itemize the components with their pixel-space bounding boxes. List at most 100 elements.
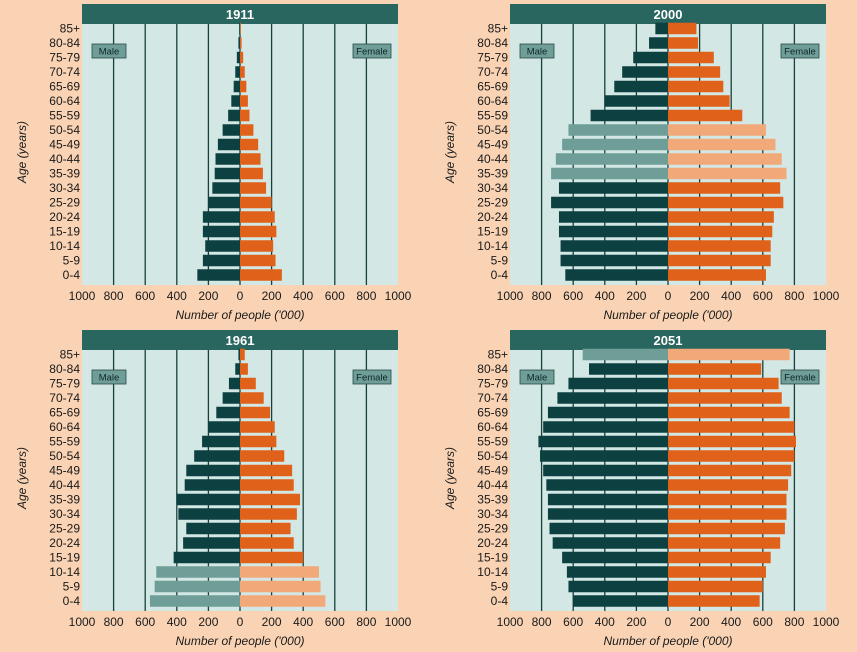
age-group-label: 30-34: [49, 507, 80, 521]
x-tick-label: 1000: [385, 289, 412, 303]
age-group-label: 65-69: [49, 406, 80, 420]
age-group-label: 30-34: [477, 507, 508, 521]
x-tick-label: 1000: [497, 289, 524, 303]
bar-male-15-19: [562, 551, 668, 564]
x-tick-label: 1000: [385, 615, 412, 629]
bar-female-65-69: [668, 80, 724, 93]
y-axis-label: Age (years): [15, 447, 29, 510]
bar-female-80-84: [668, 363, 762, 375]
female-label-box: [780, 369, 820, 385]
bar-male-70-74: [622, 66, 668, 78]
age-group-label: 65-69: [49, 80, 80, 94]
bar-female-85+: [668, 348, 790, 361]
male-label: Male: [99, 373, 120, 384]
bar-female-65-69: [240, 80, 247, 93]
bar-female-80-84: [668, 37, 699, 49]
bar-female-15-19: [240, 225, 277, 238]
x-axis-label: Number of people ('000): [175, 308, 304, 322]
age-group-label: 15-19: [49, 225, 80, 239]
age-group-label: 65-69: [477, 406, 508, 420]
bar-female-60-64: [240, 95, 248, 107]
age-group-label: 30-34: [477, 181, 508, 195]
bar-male-40-44: [184, 479, 240, 491]
female-label: Female: [356, 373, 388, 384]
bar-female-25-29: [668, 522, 785, 535]
bar-male-5-9: [568, 580, 668, 593]
pyramid-panel-1961: 1961 0-4 5-9 10-14 15-19 20-24 25-29 30-34 35-39…: [0, 326, 428, 652]
bar-male-25-29: [208, 196, 240, 209]
age-group-label: 10-14: [49, 565, 80, 579]
bar-male-80-84: [649, 37, 668, 49]
age-group-label: 0-4: [491, 594, 509, 608]
age-group-label: 80-84: [477, 362, 508, 376]
bar-female-10-14: [240, 566, 319, 578]
age-group-label: 10-14: [49, 239, 80, 253]
x-tick-label: 800: [104, 289, 124, 303]
bar-male-40-44: [546, 479, 668, 491]
bar-female-60-64: [668, 95, 730, 107]
bar-female-5-9: [240, 580, 321, 593]
bar-female-0-4: [668, 595, 760, 607]
bar-female-20-24: [240, 211, 275, 223]
bar-female-45-49: [240, 138, 259, 151]
age-group-label: 25-29: [49, 522, 80, 536]
bar-male-85+: [238, 348, 240, 361]
bar-male-65-69: [216, 406, 240, 419]
age-group-label: 5-9: [491, 580, 509, 594]
bar-female-55-59: [240, 109, 250, 122]
bar-female-70-74: [240, 392, 264, 404]
bar-female-55-59: [240, 435, 277, 448]
bar-female-85+: [240, 348, 245, 361]
bar-female-75-79: [668, 377, 779, 390]
female-label: Female: [356, 47, 388, 58]
bar-male-75-79: [633, 51, 668, 64]
age-group-label: 15-19: [477, 551, 508, 565]
bar-female-85+: [668, 22, 697, 35]
bar-female-0-4: [240, 269, 282, 281]
x-axis-label: Number of people ('000): [603, 308, 732, 322]
bar-female-55-59: [668, 435, 796, 448]
age-group-label: 85+: [60, 348, 80, 362]
x-tick-label: 800: [532, 615, 552, 629]
female-label: Female: [784, 373, 816, 384]
bar-male-20-24: [552, 537, 668, 549]
male-label: Male: [527, 47, 548, 58]
bar-female-45-49: [668, 464, 792, 477]
age-group-label: 15-19: [477, 225, 508, 239]
bar-female-15-19: [668, 551, 771, 564]
x-tick-label: 800: [356, 615, 376, 629]
x-tick-label: 1000: [69, 289, 96, 303]
age-group-label: 60-64: [477, 94, 508, 108]
age-group-label: 35-39: [477, 167, 508, 181]
bar-male-35-39: [214, 167, 240, 180]
age-group-label: 25-29: [477, 196, 508, 210]
bar-male-65-69: [614, 80, 668, 93]
chart-title: 2000: [654, 7, 683, 22]
bar-female-40-44: [668, 479, 789, 491]
bar-female-50-54: [240, 124, 254, 136]
bar-female-50-54: [240, 450, 285, 462]
bar-female-10-14: [240, 240, 274, 252]
bar-male-15-19: [202, 225, 240, 238]
male-label-box: [519, 369, 555, 385]
bar-female-30-34: [668, 508, 787, 520]
x-tick-label: 200: [198, 289, 218, 303]
bar-male-80-84: [235, 363, 240, 375]
age-group-label: 15-19: [49, 551, 80, 565]
x-tick-label: 400: [595, 615, 615, 629]
bar-female-70-74: [240, 66, 245, 78]
bar-male-60-64: [208, 421, 240, 433]
pyramid-panel-1911: 1911 0-4 5-9 10-14 15-19 20-24 25-29 30-34 35-39…: [0, 0, 428, 326]
bar-male-45-49: [543, 464, 668, 477]
bar-male-45-49: [217, 138, 240, 151]
bar-female-10-14: [668, 240, 771, 252]
bar-male-50-54: [222, 124, 240, 136]
bar-female-70-74: [668, 66, 721, 78]
age-group-label: 55-59: [477, 109, 508, 123]
age-group-label: 0-4: [491, 268, 509, 282]
x-tick-label: 600: [135, 615, 155, 629]
bar-male-0-4: [197, 269, 240, 281]
x-tick-label: 0: [665, 615, 672, 629]
age-group-label: 20-24: [477, 536, 508, 550]
